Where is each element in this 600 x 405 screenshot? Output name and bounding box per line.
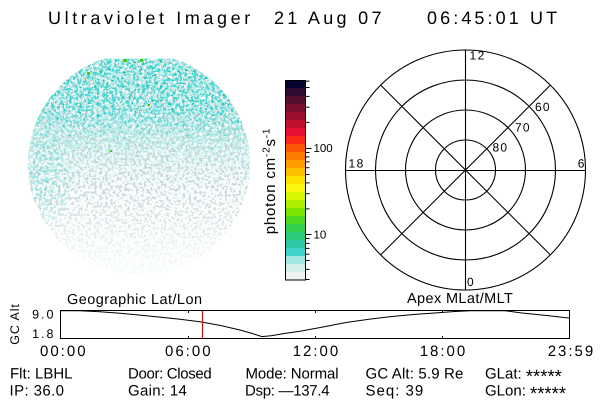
svg-text:60: 60	[535, 100, 551, 114]
svg-text:Gain: 14: Gain: 14	[128, 383, 187, 400]
svg-text:18:00: 18:00	[420, 343, 468, 360]
svg-text:1.8: 1.8	[32, 327, 55, 341]
svg-text:12:00: 12:00	[293, 343, 341, 360]
svg-text:0: 0	[467, 275, 474, 289]
svg-text:21 Aug 07: 21 Aug 07	[274, 8, 385, 28]
svg-text:Mode: Normal: Mode: Normal	[246, 366, 339, 383]
svg-text:06:45:01 UT: 06:45:01 UT	[427, 8, 560, 28]
svg-text:Flt: LBHL: Flt: LBHL	[10, 366, 73, 383]
svg-text:06:00: 06:00	[165, 343, 213, 360]
svg-text:photon cm-2s-1: photon cm-2s-1	[262, 128, 280, 235]
svg-text:GC Alt: 5.9 Re: GC Alt: 5.9 Re	[366, 366, 464, 383]
svg-text:Seq: 39: Seq: 39	[366, 383, 425, 400]
svg-text:80: 80	[493, 141, 509, 155]
svg-text:Apex MLat/MLT: Apex MLat/MLT	[407, 291, 513, 307]
svg-text:Door: Closed: Door: Closed	[128, 366, 211, 383]
svg-text:GLon: *****: GLon: *****	[485, 383, 566, 401]
svg-text:70: 70	[515, 121, 531, 135]
svg-text:GC Alt: GC Alt	[8, 303, 22, 345]
svg-text:9.0: 9.0	[32, 308, 55, 322]
svg-text:IP: 36.0: IP: 36.0	[10, 383, 65, 400]
svg-text:Geographic Lat/Lon: Geographic Lat/Lon	[67, 292, 202, 308]
svg-text:Dsp: —137.4: Dsp: —137.4	[245, 383, 329, 400]
svg-text:Ultraviolet Imager: Ultraviolet Imager	[48, 8, 254, 28]
svg-text:100: 100	[314, 143, 333, 155]
svg-text:00:00: 00:00	[40, 343, 88, 360]
svg-text:10: 10	[314, 230, 327, 242]
svg-text:6: 6	[578, 157, 585, 171]
svg-text:12: 12	[470, 49, 486, 63]
svg-text:GLat: *****: GLat: *****	[485, 366, 562, 387]
svg-text:23:59: 23:59	[548, 343, 596, 360]
svg-text:18: 18	[349, 157, 365, 171]
